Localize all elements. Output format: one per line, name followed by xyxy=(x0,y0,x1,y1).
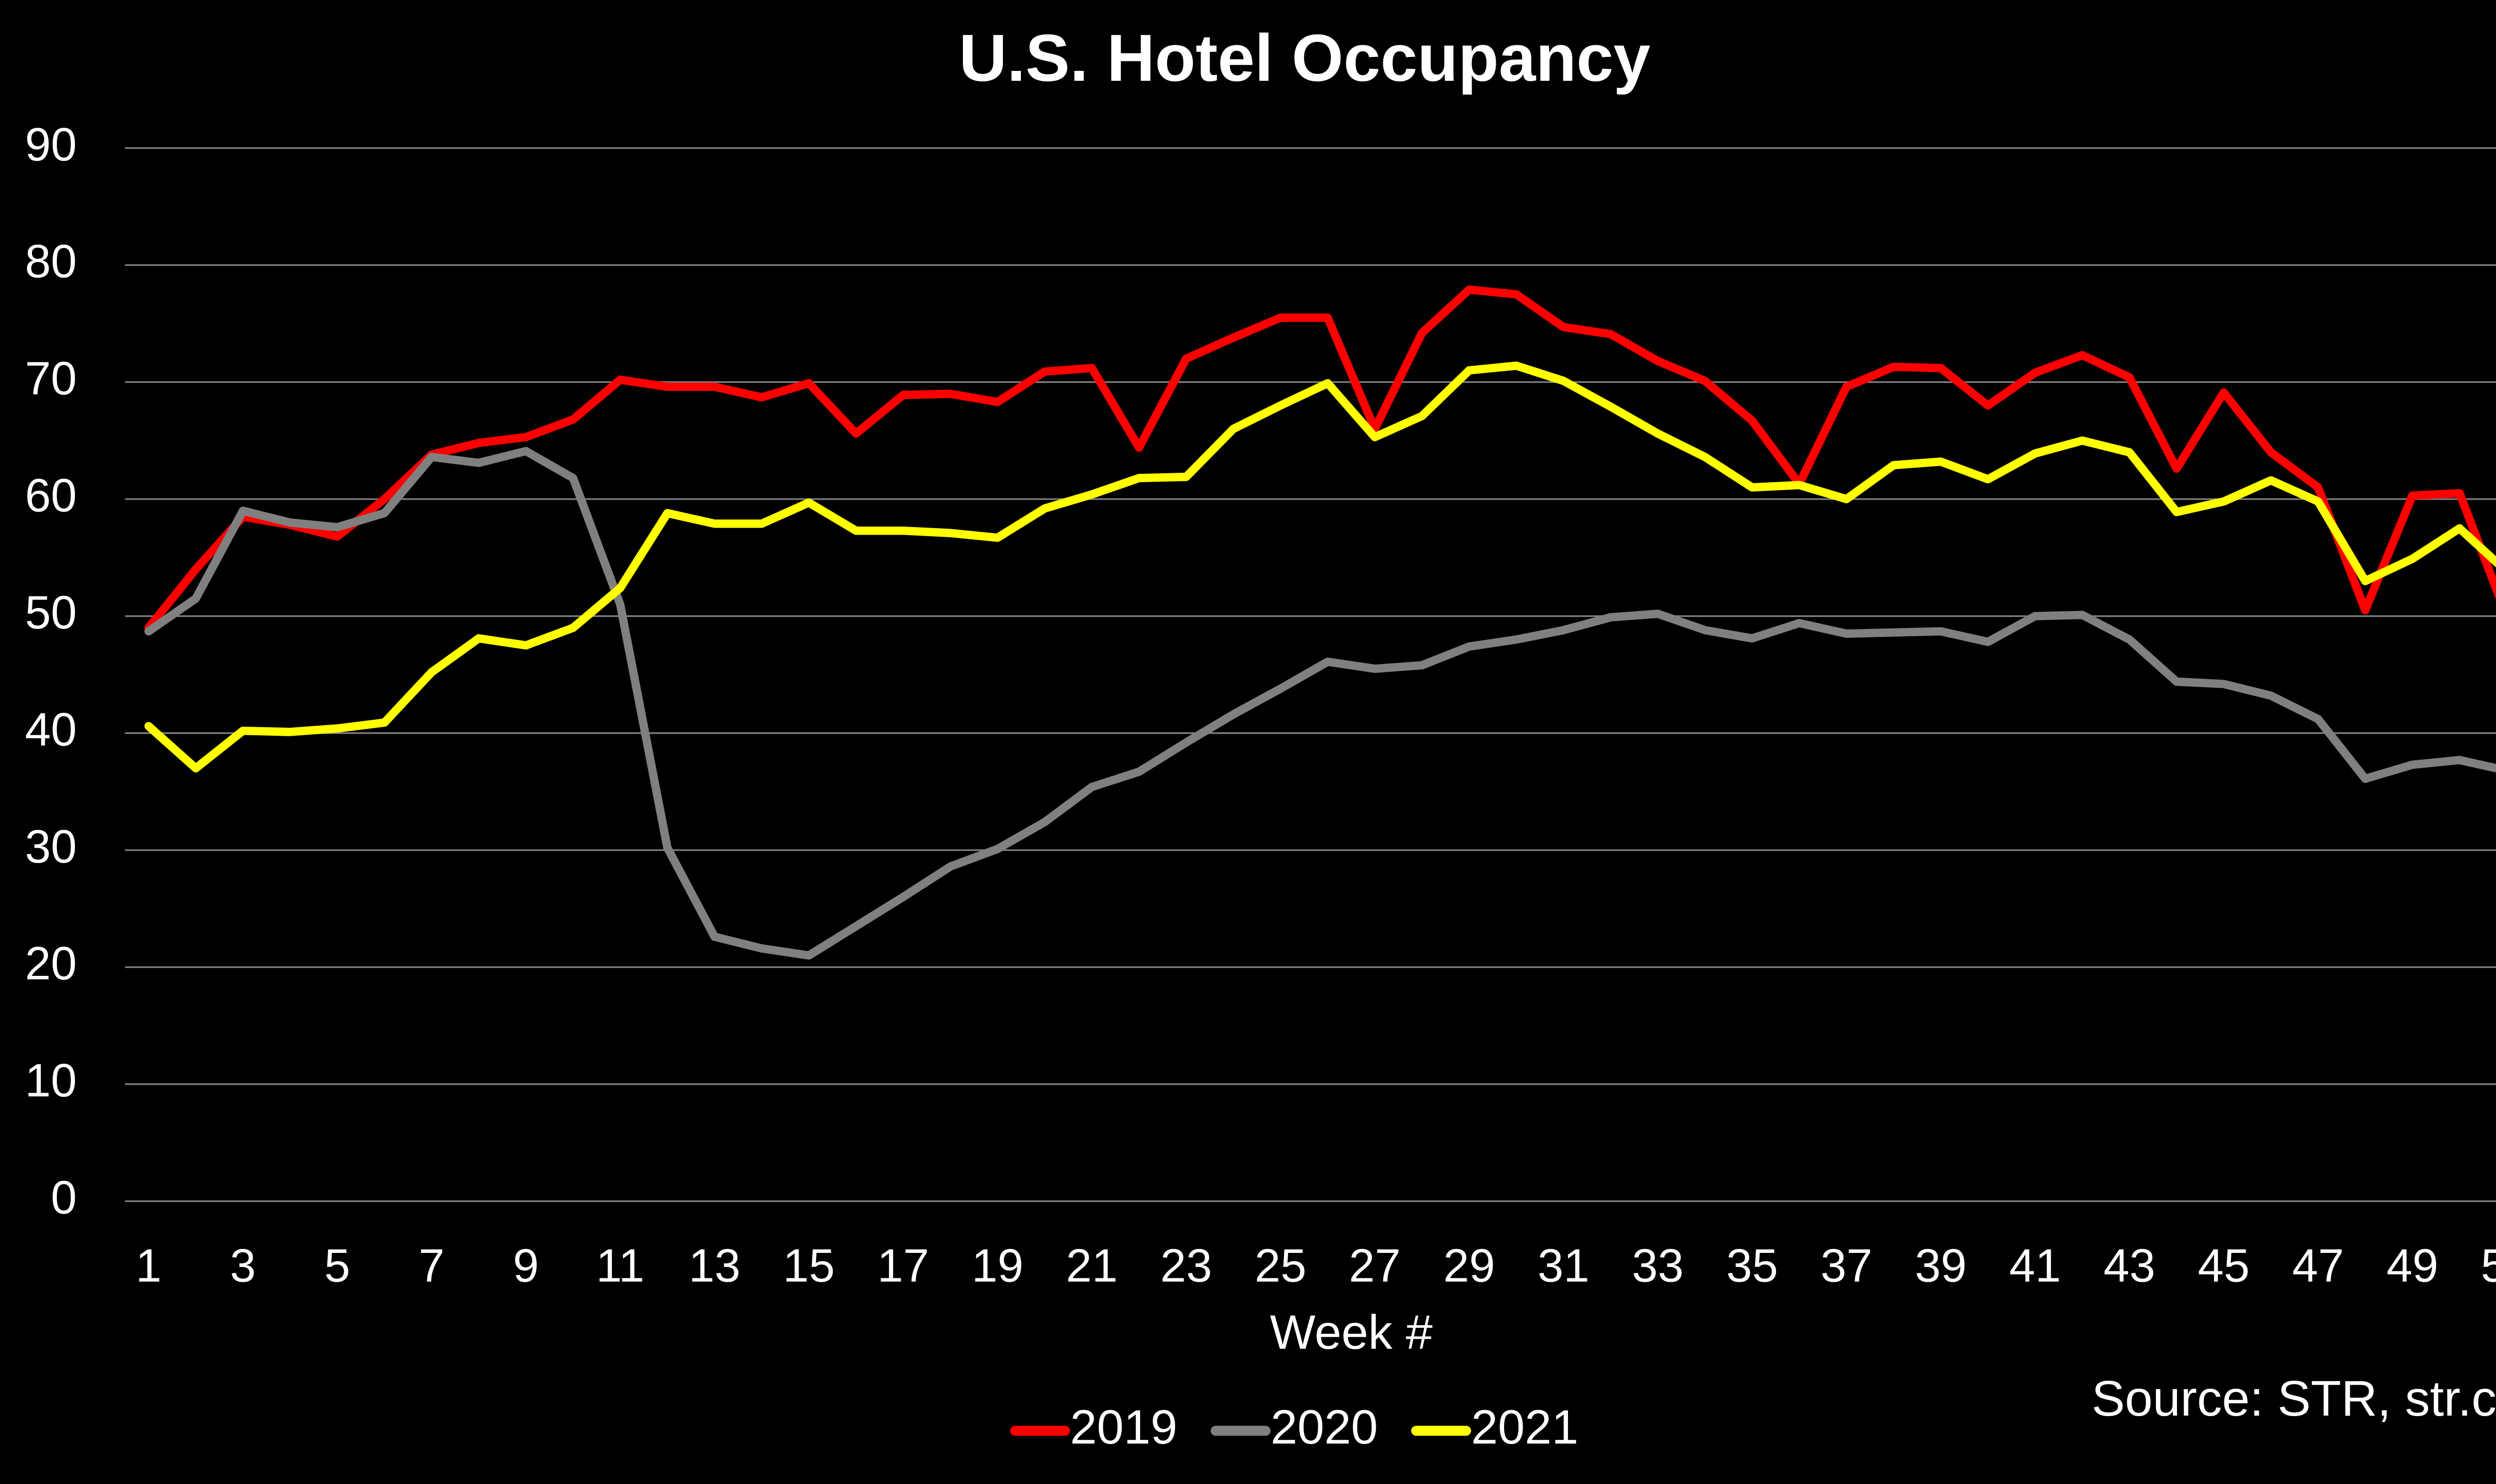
y-tick-label: 10 xyxy=(25,1055,77,1107)
x-tick-label: 15 xyxy=(783,1240,835,1292)
x-tick-label: 13 xyxy=(688,1240,740,1292)
y-tick-label: 60 xyxy=(25,470,77,522)
source-note: Source: STR, str.com xyxy=(2092,1371,2496,1427)
x-tick-label: 21 xyxy=(1066,1240,1118,1292)
x-tick-label: 39 xyxy=(1915,1240,1967,1292)
series-line xyxy=(144,285,2496,632)
x-tick-label: 5 xyxy=(324,1240,350,1292)
series-line xyxy=(144,361,2496,773)
x-axis-label: Week # xyxy=(1270,1306,1433,1359)
x-tick-label: 27 xyxy=(1349,1240,1401,1292)
x-tick-label: 3 xyxy=(230,1240,256,1292)
x-tick-label: 1 xyxy=(136,1240,162,1292)
x-tick-label: 35 xyxy=(1726,1240,1778,1292)
y-tick-label: 20 xyxy=(25,937,77,989)
series-line xyxy=(144,447,2496,960)
y-tick-label: 80 xyxy=(25,236,77,288)
x-tick-label: 7 xyxy=(419,1240,445,1292)
y-tick-label: 50 xyxy=(25,587,77,638)
x-tick-label: 49 xyxy=(2387,1240,2439,1292)
y-tick-label: 0 xyxy=(51,1172,77,1223)
chart-title: U.S. Hotel Occupancy xyxy=(959,21,1650,95)
x-tick-label: 9 xyxy=(513,1240,539,1292)
y-tick-label: 40 xyxy=(25,703,77,755)
y-tick-label: 90 xyxy=(25,118,77,170)
legend-label: 2019 xyxy=(1070,1401,1178,1454)
legend-label: 2020 xyxy=(1270,1401,1378,1454)
x-tick-label: 29 xyxy=(1443,1240,1495,1292)
x-tick-label: 37 xyxy=(1821,1240,1872,1292)
legend-label: 2021 xyxy=(1471,1401,1578,1454)
x-tick-label: 17 xyxy=(877,1240,929,1292)
y-tick-label: 30 xyxy=(25,821,77,873)
x-tick-label: 43 xyxy=(2104,1240,2156,1292)
x-tick-label: 11 xyxy=(596,1240,644,1292)
x-tick-label: 19 xyxy=(971,1240,1023,1292)
x-tick-label: 45 xyxy=(2198,1240,2250,1292)
x-tick-label: 23 xyxy=(1160,1240,1212,1292)
x-tick-label: 25 xyxy=(1254,1240,1306,1292)
x-tick-label: 31 xyxy=(1538,1240,1589,1292)
x-tick-label: 51 xyxy=(2481,1240,2496,1292)
x-tick-label: 41 xyxy=(2009,1240,2061,1292)
y-tick-label: 70 xyxy=(25,352,77,404)
x-tick-label: 33 xyxy=(1632,1240,1684,1292)
x-tick-label: 47 xyxy=(2292,1240,2344,1292)
